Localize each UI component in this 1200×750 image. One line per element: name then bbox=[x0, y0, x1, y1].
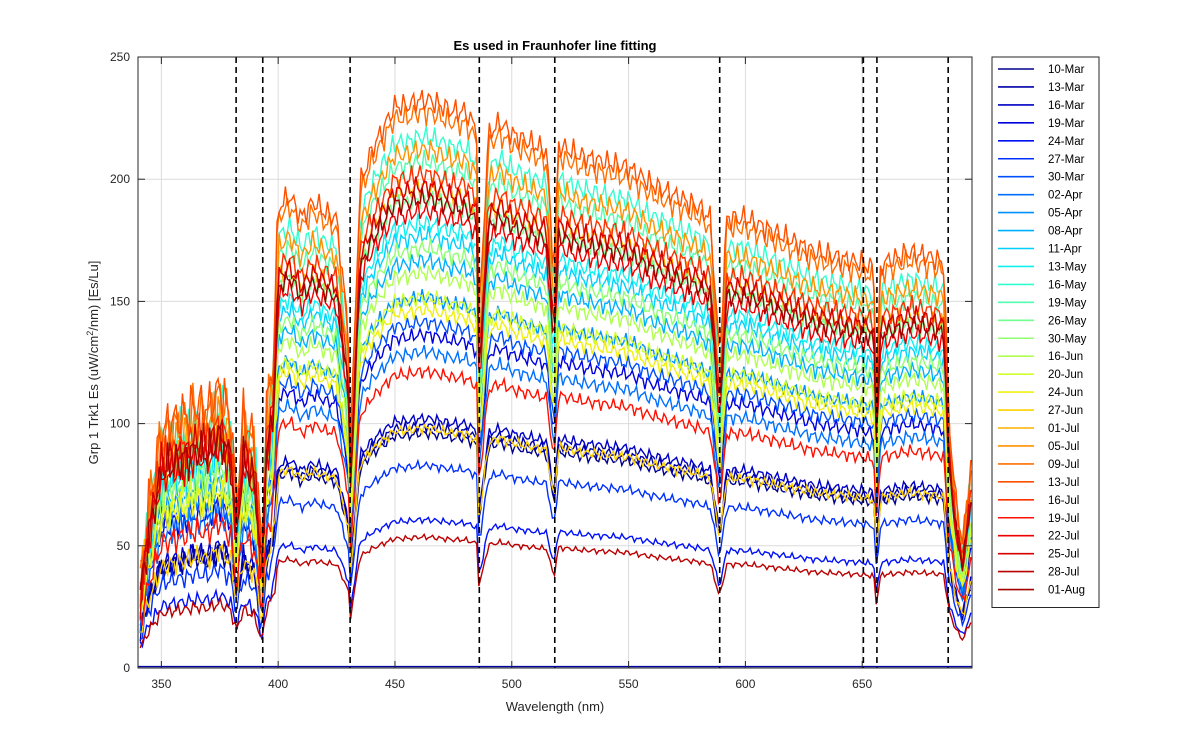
x-axis-label: Wavelength (nm) bbox=[506, 699, 605, 714]
legend-label-16-May: 16-May bbox=[1048, 279, 1087, 291]
y-axis-label-part-1: Grp 1 Trk1 Es (uW/cm bbox=[86, 336, 101, 465]
legend-label-11-Apr: 11-Apr bbox=[1048, 244, 1082, 256]
legend-label-01-Jul: 01-Jul bbox=[1048, 423, 1079, 435]
y-tick-label: 50 bbox=[117, 539, 131, 553]
legend-label-01-Aug: 01-Aug bbox=[1048, 585, 1085, 597]
legend-label-05-Jul: 05-Jul bbox=[1048, 441, 1079, 453]
legend-label-19-May: 19-May bbox=[1048, 297, 1087, 309]
legend-label-13-Jul: 13-Jul bbox=[1048, 477, 1079, 489]
x-tick-label: 600 bbox=[735, 677, 755, 691]
y-tick-label: 150 bbox=[110, 294, 130, 308]
fraunhofer-lines-layer bbox=[235, 57, 949, 668]
series-line-02-Apr bbox=[139, 344, 972, 621]
legend-label-20-Jun: 20-Jun bbox=[1048, 369, 1083, 381]
y-tick-label: 100 bbox=[110, 417, 130, 431]
legend-label-05-Apr: 05-Apr bbox=[1048, 208, 1083, 220]
y-axis-label: Grp 1 Trk1 Es (uW/cm2/nm) [Es/Lu] bbox=[85, 261, 101, 465]
legend-label-13-Mar: 13-Mar bbox=[1048, 82, 1085, 94]
legend-label-28-Jul: 28-Jul bbox=[1048, 567, 1079, 579]
series-line-20-Jun bbox=[139, 290, 972, 609]
x-tick-label: 500 bbox=[502, 677, 522, 691]
legend-label-19-Mar: 19-Mar bbox=[1048, 118, 1085, 130]
y-tick-label: 200 bbox=[110, 172, 130, 186]
series-line-19-Jul bbox=[139, 364, 972, 626]
legend-label-16-Mar: 16-Mar bbox=[1048, 100, 1085, 112]
legend-label-13-May: 13-May bbox=[1048, 261, 1087, 273]
legend-label-26-May: 26-May bbox=[1048, 315, 1087, 327]
legend-label-22-Jul: 22-Jul bbox=[1048, 531, 1079, 543]
legend-label-09-Jul: 09-Jul bbox=[1048, 459, 1079, 471]
legend-label-30-May: 30-May bbox=[1048, 333, 1087, 345]
legend-label-24-Mar: 24-Mar bbox=[1048, 136, 1085, 148]
legend-label-24-Jun: 24-Jun bbox=[1048, 387, 1083, 399]
x-tick-label: 400 bbox=[268, 677, 288, 691]
legend-box bbox=[991, 56, 1100, 608]
legend-label-27-Jun: 27-Jun bbox=[1048, 405, 1083, 417]
legend-label-10-Mar: 10-Mar bbox=[1048, 64, 1085, 76]
plot-frame bbox=[137, 56, 973, 669]
series-line-01-Aug bbox=[139, 187, 972, 590]
axes-layer: 350 400 450 500 550 600 650 0 50 100 150 200 250 bbox=[110, 50, 973, 691]
y-axis-label-part-2: /nm) [Es/Lu] bbox=[86, 261, 101, 331]
x-tick-label: 350 bbox=[151, 677, 171, 691]
x-tick-label: 550 bbox=[619, 677, 639, 691]
legend-label-27-Mar: 27-Mar bbox=[1048, 154, 1085, 166]
legend-label-30-Mar: 30-Mar bbox=[1048, 172, 1085, 184]
legend-label-16-Jul: 16-Jul bbox=[1048, 495, 1079, 507]
x-tick-label: 450 bbox=[385, 677, 405, 691]
legend: 10-Mar 13-Mar 16-Mar 19-Mar 24-Mar 27-Mar 30-M… bbox=[991, 56, 1100, 608]
y-tick-label: 250 bbox=[110, 50, 130, 64]
legend-label-19-Jul: 19-Jul bbox=[1048, 513, 1079, 525]
legend-label-02-Apr: 02-Apr bbox=[1048, 190, 1083, 202]
legend-label-08-Apr: 08-Apr bbox=[1048, 226, 1083, 238]
legend-label-25-Jul: 25-Jul bbox=[1048, 549, 1079, 561]
y-tick-label: 0 bbox=[123, 661, 130, 675]
y-axis-label-superscript: 2 bbox=[85, 331, 95, 336]
chart-title: Es used in Fraunhofer line fitting bbox=[454, 38, 657, 53]
x-tick-label: 650 bbox=[852, 677, 872, 691]
legend-label-16-Jun: 16-Jun bbox=[1048, 351, 1083, 363]
